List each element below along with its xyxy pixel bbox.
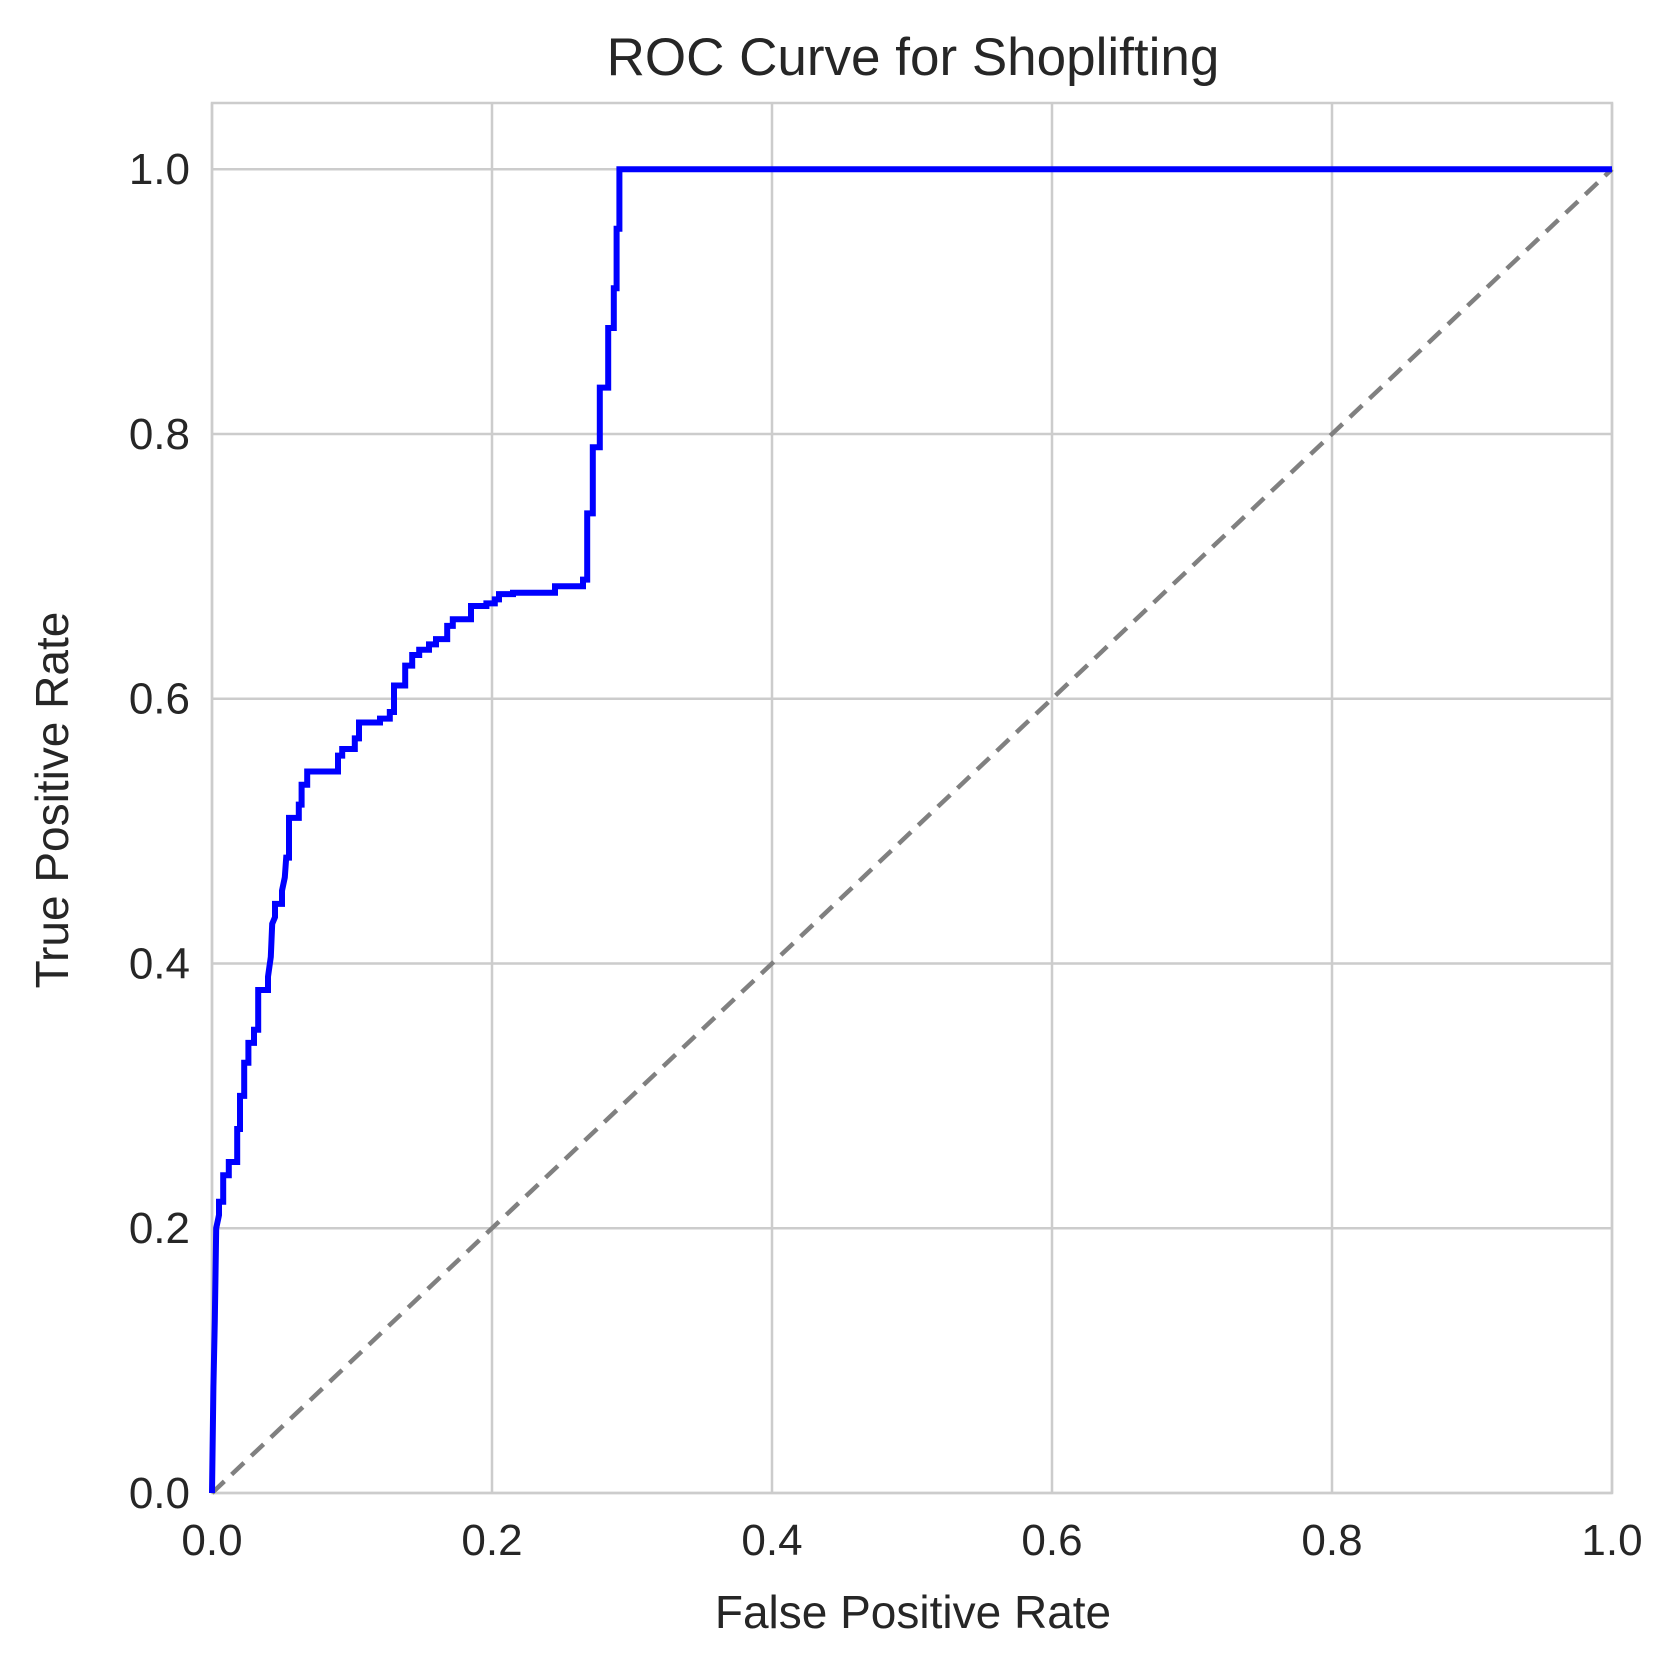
y-tick-label: 0.6 — [129, 675, 190, 724]
x-tick-label: 0.0 — [181, 1516, 242, 1565]
y-tick-labels: 0.0 0.2 0.4 0.6 0.8 1.0 — [129, 145, 190, 1518]
y-tick-label: 0.2 — [129, 1204, 190, 1253]
x-tick-label: 0.2 — [461, 1516, 522, 1565]
y-tick-label: 1.0 — [129, 145, 190, 194]
x-tick-label: 0.8 — [1301, 1516, 1362, 1565]
series-layer — [209, 166, 1614, 1495]
plot-frame — [210, 101, 1614, 1495]
y-tick-label: 0.0 — [129, 1469, 190, 1518]
chart-title: ROC Curve for Shoplifting — [607, 28, 1220, 87]
x-tick-label: 1.0 — [1581, 1516, 1642, 1565]
grid-lines — [210, 103, 1614, 1495]
chance-diagonal-line — [210, 167, 1614, 1495]
y-tick-label: 0.4 — [129, 939, 190, 988]
y-axis-label: True Positive Rate — [26, 612, 78, 989]
x-tick-label: 0.6 — [1021, 1516, 1082, 1565]
y-tick-label: 0.8 — [129, 410, 190, 459]
x-axis-label: False Positive Rate — [715, 1586, 1111, 1638]
x-tick-label: 0.4 — [741, 1516, 802, 1565]
x-tick-labels: 0.0 0.2 0.4 0.6 0.8 1.0 — [181, 1516, 1642, 1565]
roc-curve-line — [209, 166, 1612, 1494]
